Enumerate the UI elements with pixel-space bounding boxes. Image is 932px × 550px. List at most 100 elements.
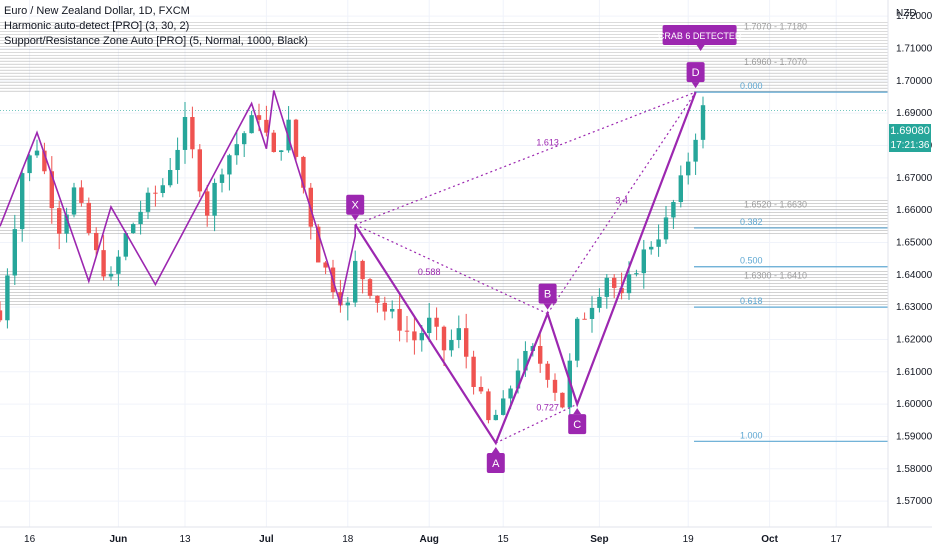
point-marker — [686, 62, 705, 83]
price-tick-label: 1.71000 — [896, 43, 932, 54]
candle-body — [271, 132, 276, 153]
price-tick-label: 1.67000 — [896, 173, 932, 184]
candle-body — [538, 346, 543, 364]
point-label: C — [573, 419, 581, 431]
candle-body — [316, 226, 321, 263]
ratio-line — [547, 91, 697, 314]
ratio-line — [354, 91, 696, 226]
candle-body — [234, 144, 239, 156]
point-label: B — [544, 289, 551, 301]
candle-body — [545, 363, 550, 380]
candle-body — [123, 233, 128, 257]
pattern-banner-tip — [696, 45, 705, 51]
candle-body — [493, 414, 498, 421]
candle-body — [353, 260, 358, 303]
chart-legend: Euro / New Zealand Dollar, 1D, FXCM Harm… — [4, 4, 308, 49]
candle-body — [686, 161, 691, 176]
candle-body — [464, 328, 469, 357]
candle-body — [397, 308, 402, 331]
candle-body — [671, 202, 676, 218]
candle-body — [323, 262, 328, 268]
candle-body — [279, 150, 284, 153]
price-tick-label: 1.64000 — [896, 270, 932, 281]
point-marker — [486, 452, 505, 473]
price-tick-label: 1.58000 — [896, 464, 932, 475]
point-marker-tip — [543, 303, 552, 310]
time-tick-label: 15 — [498, 534, 510, 545]
fib-label: 0.500 — [740, 256, 763, 266]
ratio-label: 1.613 — [536, 137, 559, 147]
pattern-banner — [662, 25, 737, 45]
candle-body — [700, 105, 706, 140]
candle-body — [338, 292, 343, 306]
price-tick-label: 1.57000 — [896, 496, 932, 507]
point-label: X — [352, 200, 360, 212]
candle-body — [678, 175, 683, 203]
fib-label: 0.000 — [740, 81, 763, 91]
time-tick-label: Jun — [110, 534, 128, 545]
candle-body — [656, 239, 661, 247]
candle-body — [434, 317, 439, 327]
candle-body — [212, 182, 217, 216]
candle-body — [131, 224, 136, 234]
candle-body — [175, 149, 180, 170]
candle-body — [94, 232, 99, 251]
sr-zones: 1.7070 - 1.7180 1.6960 - 1.7070 1.6520 - 1… — [0, 22, 888, 305]
candle-body — [404, 330, 410, 332]
candle-body — [582, 318, 587, 320]
candle-body — [12, 229, 17, 276]
price-axis[interactable]: 1.720001.710001.700001.690001.680001.670… — [887, 0, 932, 527]
currency-label: NZD — [896, 8, 917, 19]
zigzag-path — [0, 90, 357, 308]
time-axis[interactable]: 16 Jun 13 Jul 18 Aug 15 Sep 19 Oct 17 — [0, 526, 932, 545]
zone-label: 1.6960 - 1.7070 — [744, 57, 807, 67]
candle-body — [138, 211, 143, 225]
candle-body — [663, 217, 669, 240]
candle-body — [219, 174, 225, 183]
price-tick-label: 1.65000 — [896, 237, 932, 248]
point-marker — [346, 194, 365, 215]
point-marker-tip — [573, 408, 582, 415]
candle-body — [612, 277, 617, 288]
symbol-title[interactable]: Euro / New Zealand Dollar, 1D, FXCM — [4, 5, 190, 17]
fib-levels: 0.000 0.382 0.500 0.618 1.000 — [0, 81, 888, 442]
candle-body — [367, 279, 373, 296]
candle-body — [515, 370, 521, 389]
candle-body — [286, 119, 291, 151]
candle-body — [256, 115, 262, 120]
zone-label: 1.6300 - 1.6410 — [744, 271, 807, 281]
candle-body — [227, 155, 232, 175]
indicator-sr-zone[interactable]: Support/Resistance Zone Auto [PRO] (5, N… — [4, 35, 308, 47]
candle-body — [523, 350, 528, 371]
candle-body — [604, 277, 609, 297]
candle-body — [552, 379, 558, 393]
ratio-label: 3.4 — [615, 196, 628, 206]
last-price-tag: 1.69080 — [889, 124, 931, 139]
candle-body — [597, 296, 602, 308]
price-tick-label: 1.66000 — [896, 205, 932, 216]
candle-body — [441, 326, 447, 351]
candle-body — [182, 117, 188, 150]
price-tick-label: 1.63000 — [896, 302, 932, 313]
ratio-line — [495, 403, 578, 444]
price-tick-label: 1.61000 — [896, 367, 932, 378]
candle-body — [626, 274, 632, 294]
point-marker-tip — [691, 82, 700, 89]
candle-body — [456, 328, 461, 341]
price-tick-label: 1.70000 — [896, 76, 932, 87]
candle-body — [641, 249, 646, 274]
ratio-line — [354, 224, 548, 315]
candle-body — [634, 273, 639, 275]
zone-label: 1.6520 - 1.6630 — [744, 199, 807, 209]
candle-body — [449, 340, 454, 351]
time-tick-label: Jul — [259, 534, 274, 545]
candle-body — [619, 287, 624, 294]
indicator-harmonic[interactable]: Harmonic auto-detect [PRO] (3, 30, 2) — [4, 20, 190, 32]
candle-body — [375, 295, 380, 303]
fib-label: 0.618 — [740, 296, 763, 306]
zone-label: 1.7070 - 1.7180 — [744, 22, 807, 32]
candle-body — [589, 307, 595, 319]
point-label: D — [692, 67, 700, 79]
time-tick-label: Oct — [761, 534, 778, 545]
